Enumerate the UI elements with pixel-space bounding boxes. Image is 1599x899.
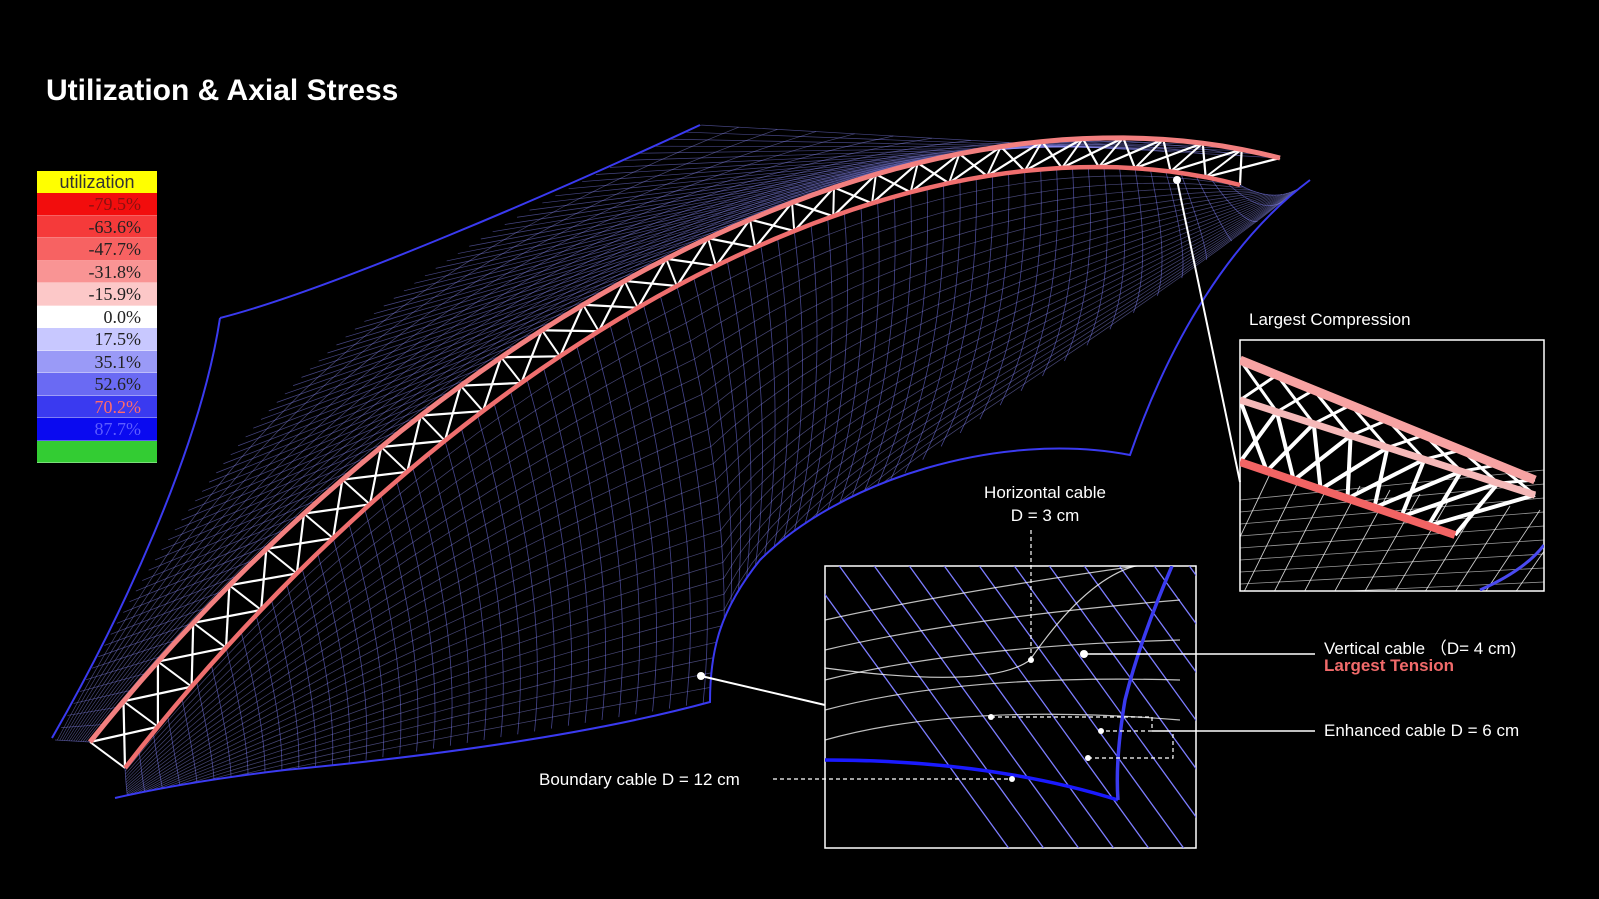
boundary-cable-outline bbox=[51, 124, 1311, 799]
legend-entry bbox=[37, 440, 157, 463]
legend-entry: 70.2% bbox=[37, 395, 157, 418]
legend-entry: 35.1% bbox=[37, 350, 157, 373]
legend-entry: 52.6% bbox=[37, 373, 157, 396]
legend-entry: -79.5% bbox=[37, 193, 157, 216]
enhanced-cable-label: Enhanced cable D = 6 cm bbox=[1324, 721, 1520, 740]
boundary-cable-label: Boundary cable D = 12 cm bbox=[539, 770, 740, 789]
vertical-cable-label: Vertical cable （D= 4 cm) bbox=[1324, 639, 1517, 658]
page-title: Utilization & Axial Stress bbox=[46, 74, 399, 107]
cable-net-mesh bbox=[54, 124, 1310, 798]
legend-entry: 0.0% bbox=[37, 305, 157, 328]
legend-entry: 17.5% bbox=[37, 328, 157, 351]
leader-lines bbox=[700, 179, 1315, 780]
horizontal-cable-diameter: D = 3 cm bbox=[1010, 506, 1080, 525]
legend-entry: -63.6% bbox=[37, 215, 157, 238]
utilization-legend: utilization -79.5% -63.6% -47.7% -31.8% -15.… bbox=[37, 171, 157, 463]
arch-truss bbox=[88, 135, 1281, 770]
largest-tension-label: Largest Tension bbox=[1324, 656, 1455, 675]
legend-entry: -15.9% bbox=[37, 283, 157, 306]
leader-dots bbox=[697, 176, 1181, 782]
largest-compression-inset bbox=[1239, 339, 1545, 592]
cable-detail-inset bbox=[824, 565, 1197, 849]
legend-entry: 87.7% bbox=[37, 418, 157, 441]
legend-entry: -47.7% bbox=[37, 238, 157, 261]
largest-compression-label: Largest Compression bbox=[1249, 310, 1411, 329]
legend-entry: -31.8% bbox=[37, 260, 157, 283]
legend-header: utilization bbox=[37, 171, 157, 193]
horizontal-cable-label: Horizontal cable bbox=[984, 483, 1106, 502]
